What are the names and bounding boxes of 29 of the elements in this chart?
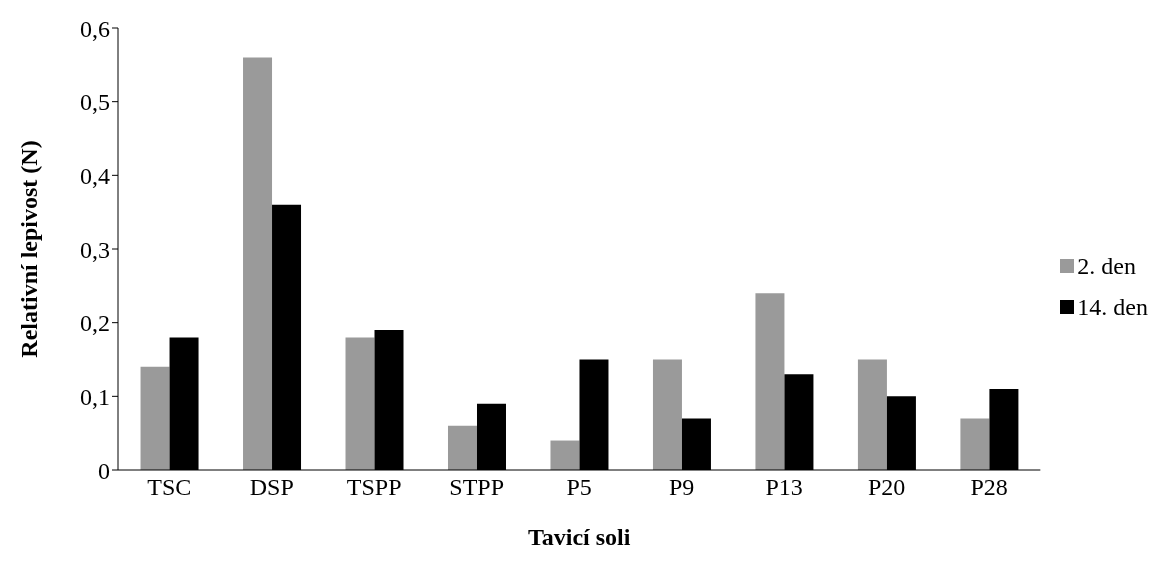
x-axis-title: Tavicí soli xyxy=(527,524,631,550)
bar xyxy=(960,418,990,470)
bar xyxy=(755,293,785,470)
bar xyxy=(652,359,682,470)
bar xyxy=(550,440,580,470)
y-tick-label: 0,5 xyxy=(80,89,110,116)
y-tick-label: 0,4 xyxy=(80,162,110,189)
x-tick-label: P20 xyxy=(867,474,906,501)
y-tick-label: 0,3 xyxy=(80,236,110,263)
x-tick-label: DSP xyxy=(249,474,294,501)
legend-label: 14. den xyxy=(1077,293,1148,321)
bar xyxy=(447,425,477,470)
bar xyxy=(243,57,273,470)
x-tick-label: STPP xyxy=(449,474,505,501)
y-axis-title: Relativní lepivost (N) xyxy=(15,140,42,358)
x-tick-label: TSPP xyxy=(346,474,402,501)
y-tick-label: 0,1 xyxy=(80,383,110,410)
x-tick-label: P9 xyxy=(668,474,695,501)
bar xyxy=(345,337,375,470)
y-tick-label: 0,6 xyxy=(80,15,110,42)
x-tick-label: P13 xyxy=(765,474,803,501)
x-tick-label: P28 xyxy=(970,474,1008,501)
x-tick-label: TSC xyxy=(147,474,192,501)
legend-label: 2. den xyxy=(1077,252,1136,280)
bar xyxy=(857,359,887,470)
x-tick-label: P5 xyxy=(566,474,592,501)
y-tick-label: 0,2 xyxy=(80,310,110,337)
bar xyxy=(140,366,170,470)
y-tick-label: 0 xyxy=(98,457,110,484)
